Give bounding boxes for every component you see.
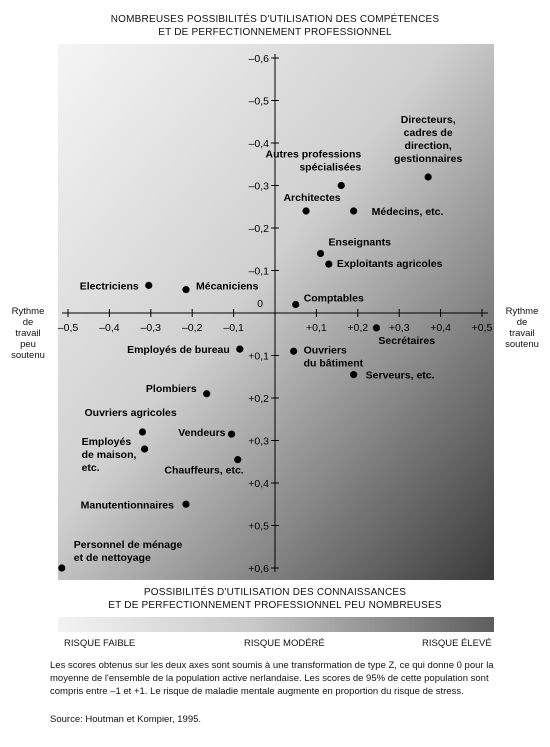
data-point	[227, 430, 236, 438]
y-tick-label: –0,4	[249, 138, 270, 150]
x-tick-label: –0,2	[182, 322, 203, 334]
data-point	[350, 371, 358, 379]
plot-background	[58, 44, 494, 580]
y-tick-label: +0,3	[248, 436, 269, 448]
tick-labels: –0,5 –0,4 –0,3 –0,2 –0,1 +0,1 +0,2 +0,3 +0,4 +0,5…	[58, 53, 493, 575]
data-point-label: Serveurs, etc.	[366, 370, 435, 382]
data-point-label: Electriciens	[80, 280, 139, 292]
y-tick-label: –0,6	[249, 53, 270, 65]
y-tick-label: +0,5	[248, 521, 269, 533]
right-axis-label-line: de	[516, 317, 528, 328]
x-tick-label: –0,5	[58, 322, 79, 334]
y-tick-label: +0,4	[248, 478, 269, 490]
x-tick-label: –0,4	[99, 322, 120, 334]
axes	[62, 54, 488, 572]
data-point-label: Médecins, etc.	[372, 206, 444, 218]
left-axis-label-line: peu	[20, 339, 36, 350]
data-point-label: Directeurs, cadres de direction, gestionnai…	[394, 114, 462, 165]
origin-label: 0	[257, 298, 263, 310]
data-point-label: Ouvriers du bâtiment	[304, 344, 364, 369]
data-point-label: Architectes	[283, 192, 340, 204]
right-axis-label-line: travail	[509, 328, 535, 339]
risk-mid-label: RISQUE MODÉRÉ	[244, 638, 325, 649]
data-point	[325, 260, 333, 268]
right-axis-label: Rythme de travail soutenu	[496, 306, 548, 350]
data-point	[236, 345, 244, 353]
risk-gradient-bar	[58, 617, 494, 632]
data-point-label: Employés de bureau	[127, 344, 230, 356]
y-tick-label: –0,5	[249, 96, 270, 108]
x-tick-label: +0,1	[306, 322, 327, 334]
data-point	[140, 445, 149, 453]
footnote: Les scores obtenus sur les deux axes son…	[50, 660, 494, 697]
data-point	[372, 324, 381, 332]
data-point-label: Personnel de ménage et de nettoyage	[74, 539, 183, 564]
data-point-label: Mécaniciens	[196, 281, 259, 293]
y-tick-label: +0,2	[248, 393, 269, 405]
left-axis-label: Rythme de travail peu soutenu	[6, 306, 50, 361]
data-point	[292, 300, 300, 309]
y-tick-label: –0,3	[249, 181, 270, 193]
left-axis-label-line: Rythme	[11, 306, 45, 317]
left-axis-label-line: travail	[15, 328, 41, 339]
data-point-label: Plombiers	[146, 383, 197, 395]
data-point	[58, 564, 66, 572]
data-point-label: Vendeurs	[178, 427, 225, 439]
x-tick-label: –0,1	[223, 322, 244, 334]
data-point	[424, 173, 432, 181]
x-tick-label: –0,3	[141, 322, 162, 334]
data-point-label: Chauffeurs, etc.	[164, 465, 243, 477]
y-tick-label: –0,1	[249, 266, 270, 278]
data-point	[234, 456, 242, 464]
data-point-label: Exploitants agricoles	[337, 258, 443, 270]
data-point-label: Manutentionnaires	[81, 499, 175, 511]
left-axis-label-line: de	[22, 317, 34, 328]
x-tick-label: +0,3	[389, 322, 410, 334]
data-point	[138, 428, 147, 436]
top-title-line1: NOMBREUSES POSSIBILITÉS D'UTILISATION DE…	[110, 14, 440, 25]
bottom-title-line1: POSSIBILITÉS D'UTILISATION DES CONNAISSA…	[143, 587, 407, 598]
bottom-title-line2: ET DE PERFECTIONNEMENT PROFESSIONNEL PEU…	[108, 600, 442, 611]
x-tick-label: +0,4	[430, 322, 451, 334]
top-title-line2: ET DE PERFECTIONNEMENT PROFESSIONNEL	[158, 27, 392, 38]
data-point	[290, 347, 298, 355]
y-tick-label: +0,1	[248, 351, 269, 363]
data-point-label: Employés de maison, etc.	[82, 436, 137, 474]
data-point	[203, 390, 211, 398]
y-tick-label: –0,2	[249, 223, 270, 235]
data-points: Directeurs, cadres de direction, gestionnai…	[58, 114, 462, 572]
data-point	[182, 500, 190, 508]
right-axis-label-line: soutenu	[505, 339, 539, 350]
data-point-label: Secrétaires	[378, 335, 435, 347]
data-point	[302, 207, 310, 215]
data-point	[182, 286, 190, 294]
data-point	[350, 207, 358, 215]
risk-low-label: RISQUE FAIBLE	[64, 638, 136, 649]
data-point-label: Ouvriers agricoles	[85, 407, 177, 419]
source: Source: Houtman et Kompier, 1995.	[50, 714, 202, 725]
left-axis-label-line: soutenu	[11, 350, 45, 361]
data-point	[337, 181, 345, 190]
data-point-label: Enseignants	[329, 237, 392, 249]
data-point	[316, 249, 325, 258]
data-point	[145, 281, 153, 289]
data-point-label: Autres professions spécialisées	[266, 149, 362, 174]
risk-high-label: RISQUE ÉLEVÉ	[422, 638, 492, 649]
y-tick-label: +0,6	[248, 563, 269, 575]
data-point-label: Comptables	[304, 293, 364, 305]
scatter-chart: –0,5 –0,4 –0,3 –0,2 –0,1 +0,1 +0,2 +0,3 +0,4 +0,5…	[58, 44, 494, 580]
right-axis-label-line: Rythme	[505, 306, 539, 317]
x-tick-label: +0,2	[347, 322, 368, 334]
x-tick-label: +0,5	[472, 322, 493, 334]
